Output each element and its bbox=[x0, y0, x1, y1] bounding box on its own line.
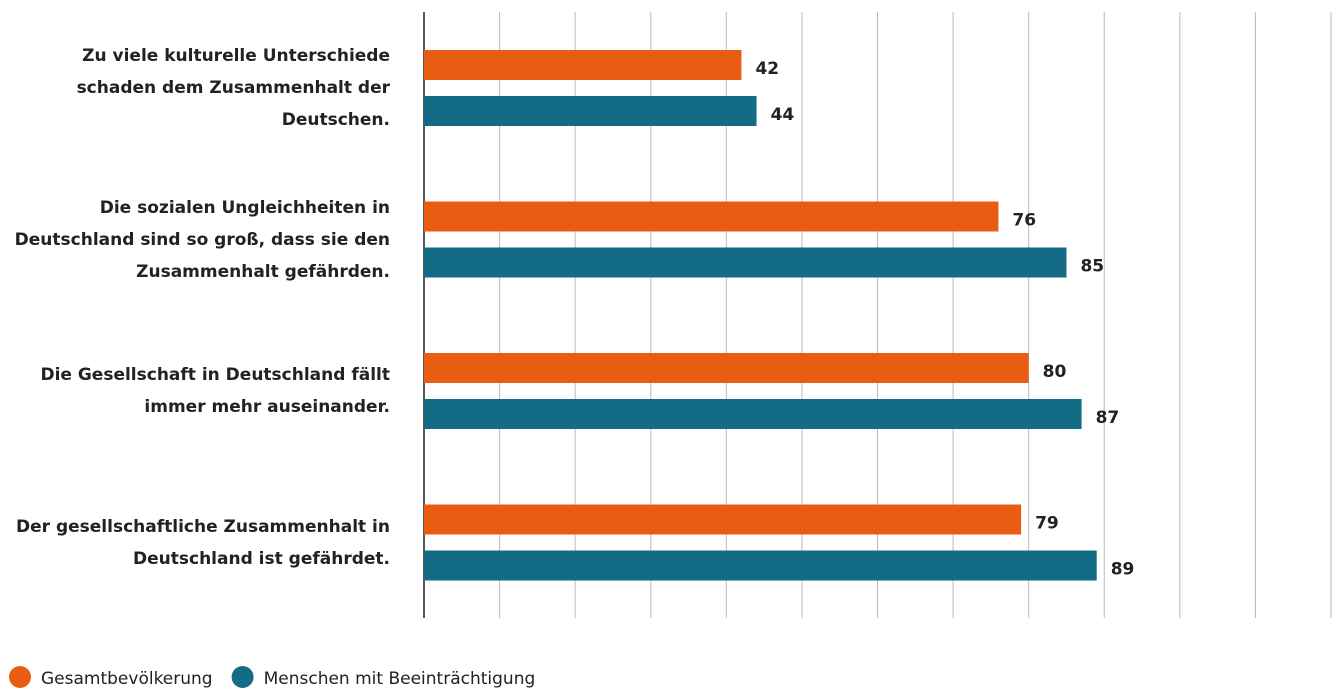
value-label: 89 bbox=[1111, 560, 1135, 580]
value-label: 87 bbox=[1096, 408, 1120, 428]
bar bbox=[424, 201, 999, 232]
bar bbox=[424, 504, 1022, 535]
bar bbox=[424, 50, 742, 80]
category-label: Der gesellschaftliche Zusammenhalt in De… bbox=[16, 516, 390, 569]
value-label: 80 bbox=[1043, 362, 1067, 382]
value-label: 85 bbox=[1080, 257, 1104, 277]
legend-label: Gesamtbevölkerung bbox=[41, 669, 213, 688]
value-label: 76 bbox=[1012, 211, 1036, 231]
value-label: 44 bbox=[771, 105, 795, 125]
legend-marker bbox=[231, 666, 254, 688]
bar bbox=[424, 399, 1082, 429]
bar bbox=[424, 550, 1097, 581]
bar bbox=[424, 96, 757, 126]
bar bbox=[424, 353, 1029, 383]
category-label: Die Gesellschaft in Deutschland fällt im… bbox=[40, 365, 390, 417]
category-label: Zu viele kulturelle Unterschiede schaden… bbox=[76, 46, 390, 130]
legend-label: Menschen mit Beeinträchtigung bbox=[264, 669, 536, 688]
bar bbox=[424, 247, 1067, 278]
value-label: 42 bbox=[755, 59, 779, 79]
value-label: 79 bbox=[1035, 514, 1059, 534]
legend-marker bbox=[9, 666, 31, 688]
category-label: Die sozialen Ungleichheiten in Deutschla… bbox=[14, 197, 390, 282]
